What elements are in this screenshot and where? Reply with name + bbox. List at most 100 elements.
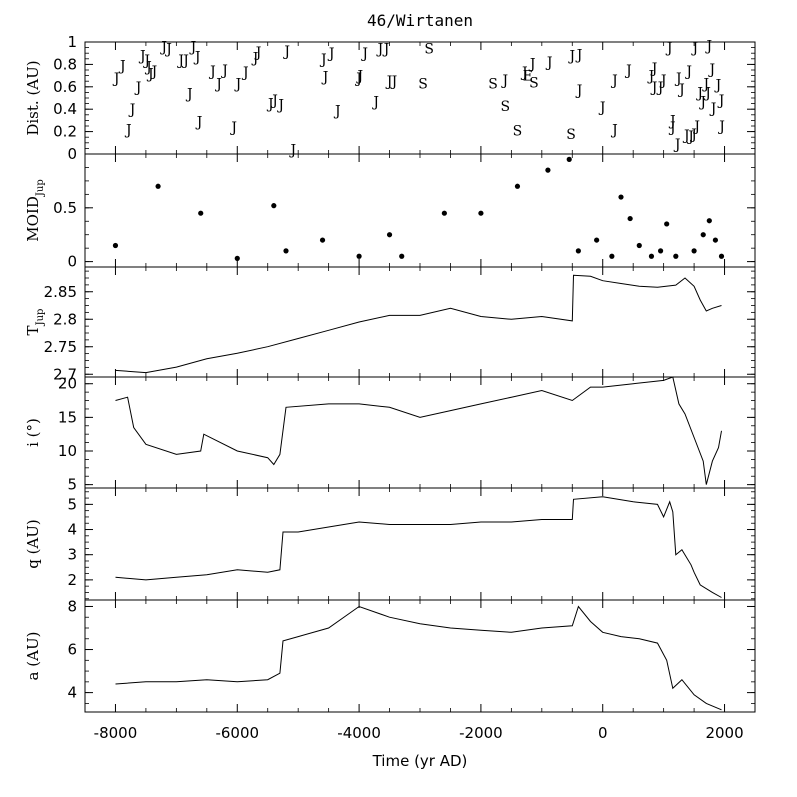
series-line-tjup <box>115 274 722 374</box>
encounter-marker-S: S <box>488 76 498 92</box>
moid-point <box>386 232 393 238</box>
encounter-marker-J: J <box>695 85 703 101</box>
encounter-marker-J: J <box>195 115 203 131</box>
moid-point <box>618 194 624 200</box>
moid-point <box>514 183 521 189</box>
encounter-marker-J: J <box>567 48 575 64</box>
encounter-marker-J: J <box>500 73 508 89</box>
chart-title: 46/Wirtanen <box>367 11 473 30</box>
x-tick-label: -4000 <box>337 724 381 742</box>
encounter-marker-J: J <box>698 94 706 110</box>
panel-perihelion: 2 3 4 5 q (AU) <box>24 487 756 601</box>
moid-point <box>112 242 119 249</box>
encounter-marker-J: J <box>282 44 290 60</box>
encounter-marker-J: J <box>276 98 284 114</box>
y-tick-label: 0.8 <box>53 55 77 73</box>
panel-inclination: 5 10 15 20 i (°) <box>24 375 756 494</box>
moid-point <box>700 232 706 238</box>
y-tick-label: 2 <box>67 571 77 589</box>
y-tick-label: 2.85 <box>44 283 77 301</box>
moid-point <box>356 253 362 259</box>
y-tick-label: 5 <box>67 476 77 494</box>
encounter-marker-J: J <box>266 97 274 113</box>
encounter-marker-J: J <box>575 47 583 63</box>
encounter-marker-J: J <box>624 63 632 79</box>
panel-frame <box>84 153 756 268</box>
encounter-marker-J: J <box>520 65 528 81</box>
y-tick-label: 3 <box>67 546 77 564</box>
encounter-marker-J: J <box>714 78 722 94</box>
moid-point <box>566 156 572 162</box>
encounter-marker-J: J <box>176 53 184 69</box>
moid-point <box>234 255 240 261</box>
y-tick-label: 1 <box>67 33 77 51</box>
series-line-inclination <box>115 376 722 485</box>
y-tick-label: 0 <box>67 145 77 163</box>
encounter-marker-J: J <box>659 73 667 89</box>
panel-semimajor: 4 6 8 a (AU) <box>24 597 756 713</box>
moid-point <box>594 237 600 243</box>
encounter-marker-J: J <box>575 83 583 99</box>
encounter-marker-J: J <box>709 101 717 117</box>
series-line-perihelion <box>115 496 722 598</box>
moid-point <box>706 218 712 224</box>
encounter-marker-J: J <box>545 55 553 71</box>
x-tick-label: -8000 <box>94 724 138 742</box>
x-axis-ticks: -8000 -6000 -4000 -2000 0 2000 <box>94 724 744 742</box>
y-axis-label: i (°) <box>24 418 42 447</box>
encounter-marker-J: J <box>208 64 216 80</box>
encounter-marker-J: J <box>390 74 398 90</box>
encounter-marker-J: J <box>134 80 142 96</box>
encounter-marker-J: J <box>138 48 146 64</box>
y-axis-label: q (AU) <box>24 519 42 569</box>
y-tick-label: 15 <box>58 408 77 426</box>
encounter-marker-J: J <box>128 102 136 118</box>
encounter-marker-J: J <box>705 38 713 54</box>
y-tick-label: 0.4 <box>53 100 77 118</box>
encounter-marker-S: S <box>566 127 576 143</box>
y-tick-label: 4 <box>67 684 77 702</box>
panel-frame <box>84 599 756 713</box>
encounter-marker-J: J <box>189 39 197 55</box>
encounter-marker-J: J <box>610 73 618 89</box>
encounter-marker-S: S <box>418 76 428 92</box>
encounter-marker-J: J <box>234 76 242 92</box>
moid-point <box>609 253 615 259</box>
encounter-marker-J: J <box>717 119 725 135</box>
moid-point <box>664 221 670 227</box>
moid-point <box>636 242 642 249</box>
encounter-marker-J: J <box>682 128 690 144</box>
x-tick-label: -6000 <box>215 724 259 742</box>
x-axis-label: Time (yr AD) <box>372 752 468 770</box>
y-axis-label-subscript: Jup <box>35 179 46 197</box>
moid-point <box>399 253 405 259</box>
panel-tjup: 2.7 2.75 2.8 2.85 TJup <box>24 266 756 383</box>
moid-point <box>712 237 719 243</box>
encounter-marker-J: J <box>150 64 158 80</box>
encounter-marker-J: J <box>142 53 150 69</box>
y-tick-label: 0.6 <box>53 78 77 96</box>
y-axis-label: MOIDJup <box>24 179 46 241</box>
encounter-marker-J: J <box>118 59 126 75</box>
y-tick-label: 5 <box>67 495 77 513</box>
y-axis-label: Dist. (AU) <box>24 60 42 135</box>
y-tick-label: 2.75 <box>44 338 77 356</box>
moid-point <box>691 248 697 254</box>
encounter-marker-J: J <box>598 100 606 116</box>
encounter-marker-J: J <box>656 80 664 96</box>
encounter-marker-J: J <box>650 61 658 77</box>
encounter-marker-J: J <box>112 71 120 87</box>
encounter-marker-J: J <box>321 70 329 86</box>
encounter-marker-J: J <box>689 127 697 143</box>
encounter-marker-E: E <box>523 69 533 85</box>
moid-point <box>545 167 551 173</box>
encounter-marker-J: J <box>668 120 676 136</box>
encounter-marker-J: J <box>708 62 716 78</box>
x-tick-label: -2000 <box>459 724 503 742</box>
moid-point <box>673 253 679 259</box>
encounter-marker-J: J <box>229 120 237 136</box>
y-tick-label: 8 <box>67 597 77 615</box>
encounter-marker-J: J <box>650 80 658 96</box>
y-tick-label: 2.8 <box>53 310 77 328</box>
